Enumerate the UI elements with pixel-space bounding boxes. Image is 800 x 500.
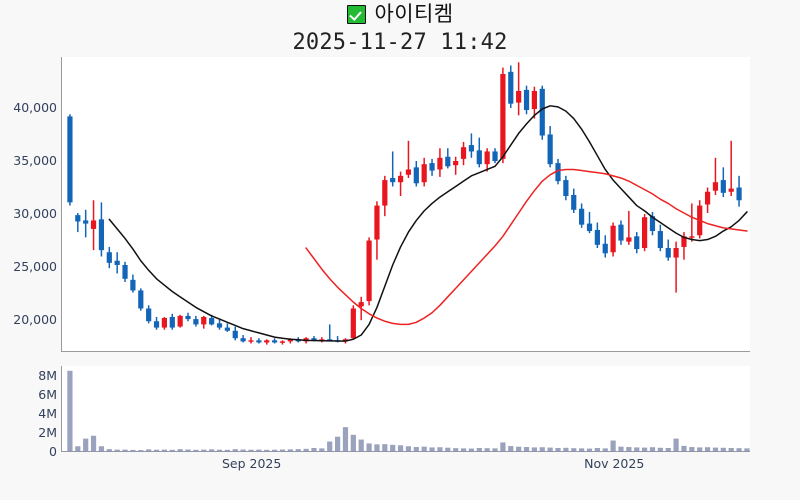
- ticker-name: 아이티켐: [374, 2, 454, 26]
- timestamp-label: 2025-11-27 11:42: [292, 30, 508, 55]
- price-tick-label: 35,000: [13, 152, 57, 168]
- price-tick-label: 20,000: [13, 312, 57, 328]
- volume-tick-label: 2M: [38, 424, 57, 440]
- price-tick-label: 25,000: [13, 259, 57, 275]
- candlestick-plot: [67, 62, 748, 345]
- volume-y-axis: 8M 6M 4M 2M 0: [0, 366, 57, 459]
- price-tick-label: 40,000: [13, 99, 57, 115]
- volume-tick-label: 6M: [38, 386, 57, 402]
- volume-chart-panel[interactable]: [61, 366, 750, 452]
- chart-header: 아이티켐 2025-11-27 11:42: [0, 0, 800, 56]
- volume-plot: [67, 370, 750, 452]
- x-tick-label: Nov 2025: [584, 456, 645, 471]
- price-tick-label: 30,000: [13, 206, 57, 222]
- green-check-icon: [346, 4, 366, 24]
- volume-tick-label: 4M: [38, 405, 57, 421]
- price-y-axis: 40,000 35,000 30,000 25,000 20,000: [0, 57, 57, 352]
- price-chart-panel[interactable]: [61, 57, 750, 352]
- title-row: 아이티켐: [0, 0, 800, 28]
- x-tick-label: Sep 2025: [221, 456, 282, 471]
- volume-tick-label: 0: [49, 444, 57, 459]
- volume-tick-label: 8M: [38, 367, 57, 383]
